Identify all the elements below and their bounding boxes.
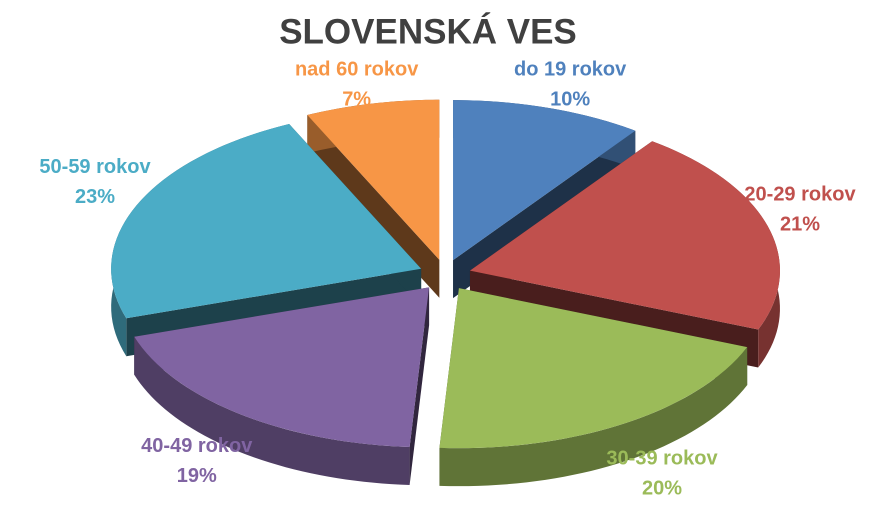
- slice: [453, 100, 636, 261]
- data-label-name: 20-29 rokov: [744, 184, 856, 206]
- data-label-name: 40-49 rokov: [141, 435, 253, 457]
- slice: [111, 124, 422, 319]
- slice: [439, 288, 748, 449]
- data-label-name: nad 60 rokov: [295, 58, 419, 80]
- data-label-name: 30-39 rokov: [606, 448, 718, 470]
- slice-side: [307, 115, 440, 298]
- slice: [469, 141, 780, 330]
- chart-title: SLOVENSKÁ VES: [279, 11, 577, 51]
- slice: [134, 287, 430, 448]
- slice-rim: [439, 347, 748, 487]
- data-label-value: 20%: [642, 478, 682, 500]
- data-label-value: 19%: [177, 465, 217, 487]
- slice-side: [409, 287, 430, 486]
- slice-tops: [111, 99, 780, 449]
- data-label-value: 21%: [780, 214, 820, 236]
- slice: [307, 99, 440, 260]
- data-label-value: 10%: [550, 88, 590, 110]
- data-label-name: 50-59 rokov: [39, 156, 151, 178]
- data-label-name: do 19 rokov: [514, 58, 627, 80]
- data-label-value: 23%: [75, 186, 115, 208]
- slice-rim: [134, 336, 410, 486]
- data-label-value: 7%: [342, 88, 371, 110]
